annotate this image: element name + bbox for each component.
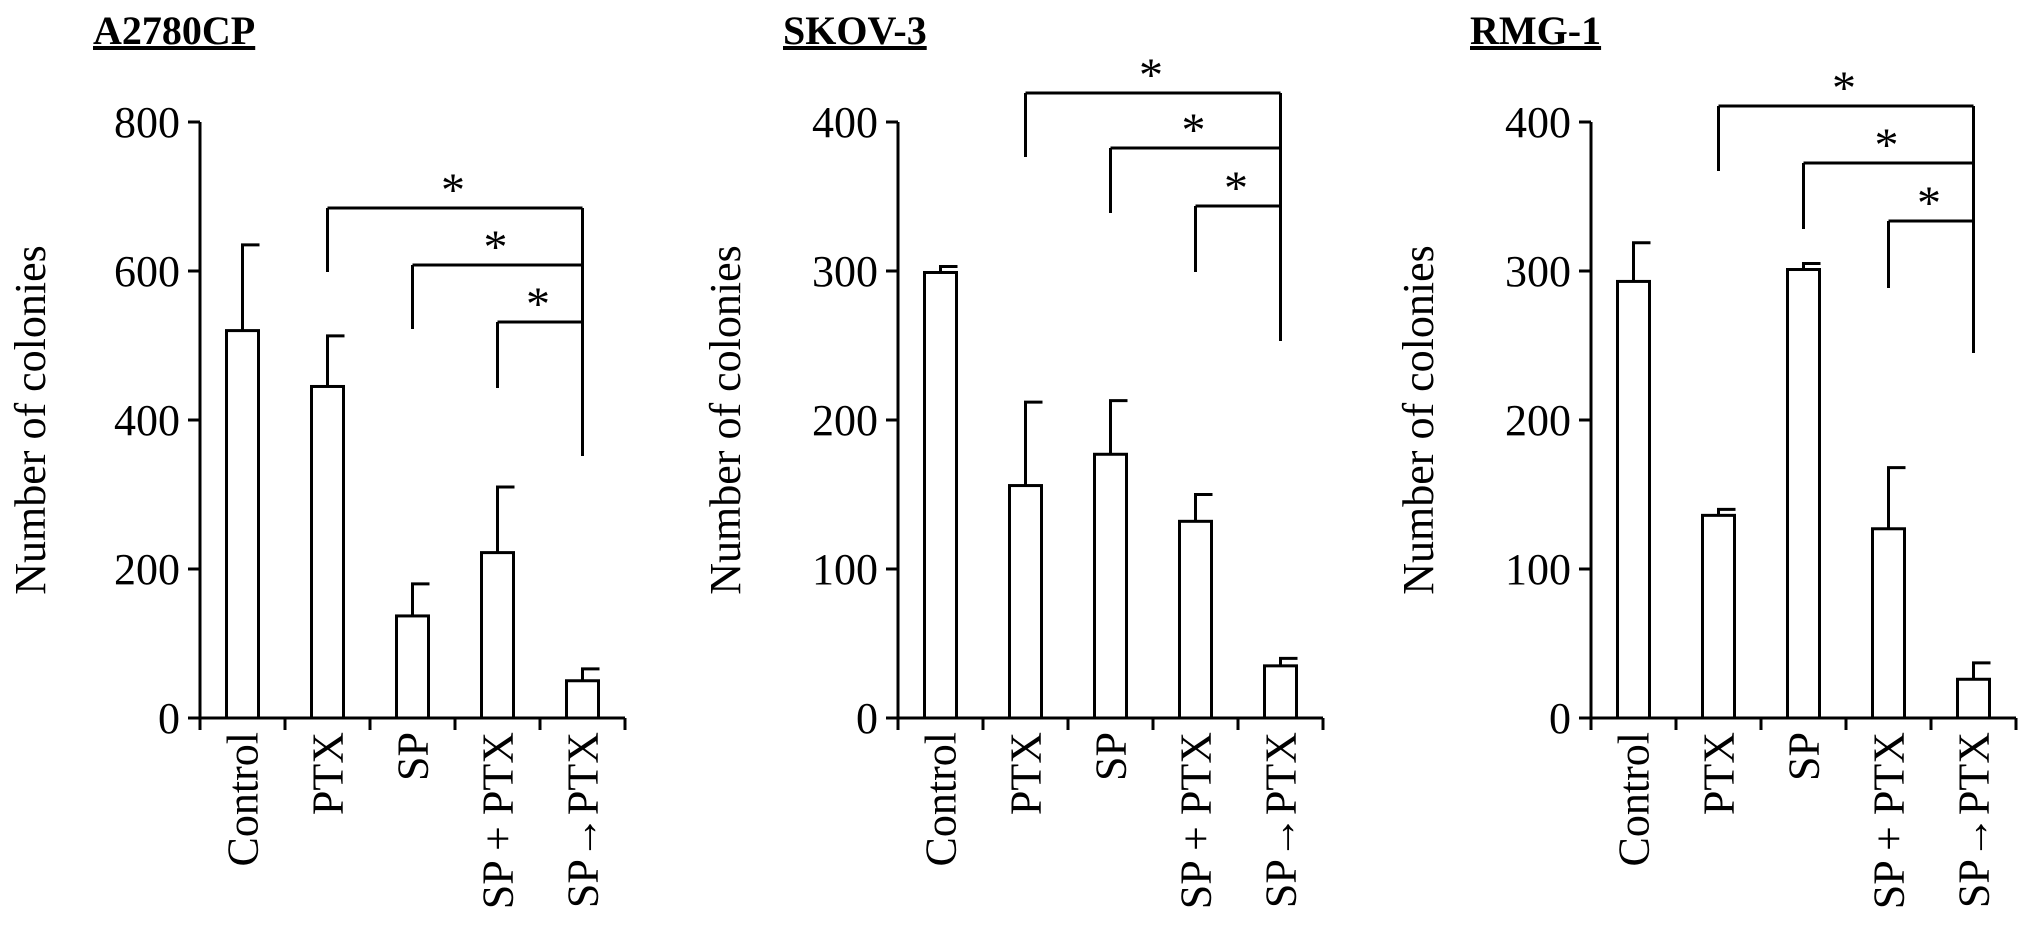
significance-star: * (1139, 49, 1163, 102)
x-tick-label: SP (389, 732, 438, 781)
significance-star: * (484, 221, 508, 274)
y-tick-label: 200 (114, 545, 180, 594)
y-tick-label: 0 (1549, 694, 1571, 743)
bar-2 (310, 384, 345, 720)
chart-panel-2: SKOV-3 Number of colonies 0 100 200 300 400 Con… (701, 8, 1325, 909)
significance-star: * (1917, 177, 1941, 230)
y-tick-label: 200 (812, 396, 878, 445)
y-tick-label: 0 (856, 694, 878, 743)
bar-3 (395, 614, 430, 720)
bar-1 (1616, 279, 1651, 720)
x-tick-label: SP (1087, 732, 1136, 781)
chart-title: SKOV-3 (783, 8, 927, 53)
bar-4 (1178, 519, 1213, 720)
x-tick-label: Control (917, 732, 966, 866)
y-tick-label: 100 (1505, 545, 1571, 594)
x-tick-label: SP + PTX (1865, 732, 1914, 909)
bar-3 (1786, 268, 1821, 720)
chart-title: RMG-1 (1470, 8, 1601, 53)
significance-star: * (1875, 119, 1899, 172)
y-tick-label: 0 (158, 694, 180, 743)
x-tick-label: Control (1610, 732, 1659, 866)
x-tick-label: SP (1780, 732, 1829, 781)
chart-panel-3: RMG-1 Number of colonies 0 100 200 300 400 Cont… (1394, 8, 2018, 909)
x-tick-label: PTX (304, 732, 353, 815)
y-tick-label: 600 (114, 247, 180, 296)
bar-2 (1701, 513, 1736, 720)
bar-1 (225, 329, 260, 720)
bar-4 (1871, 527, 1906, 720)
bar-1 (923, 270, 958, 720)
significance-star: * (441, 164, 465, 217)
significance-star: * (1832, 62, 1856, 115)
significance-star: * (1224, 162, 1248, 215)
x-tick-label: SP→PTX (1257, 732, 1306, 908)
x-tick-label: SP→PTX (1950, 732, 1999, 908)
bar-2 (1008, 484, 1043, 720)
y-tick-label: 400 (114, 396, 180, 445)
bar-5 (1263, 664, 1298, 720)
y-axis-label: Number of colonies (1394, 245, 1443, 594)
y-axis-label: Number of colonies (6, 245, 55, 594)
bar-5 (565, 679, 600, 720)
y-tick-label: 300 (812, 247, 878, 296)
x-tick-label: Control (219, 732, 268, 866)
significance-star: * (526, 278, 550, 331)
chart-panel-1: A2780CP Number of colonies 0 200 400 600 800 Co… (6, 8, 627, 909)
y-tick-label: 100 (812, 545, 878, 594)
y-tick-label: 200 (1505, 396, 1571, 445)
x-tick-label: SP + PTX (474, 732, 523, 909)
y-tick-label: 400 (812, 98, 878, 147)
x-tick-label: PTX (1695, 732, 1744, 815)
chart-title: A2780CP (93, 8, 255, 53)
x-tick-label: PTX (1002, 732, 1051, 815)
bar-5 (1956, 677, 1991, 720)
x-tick-label: SP→PTX (559, 732, 608, 908)
bar-4 (480, 551, 515, 720)
y-tick-label: 800 (114, 98, 180, 147)
y-tick-label: 400 (1505, 98, 1571, 147)
x-tick-label: SP + PTX (1172, 732, 1221, 909)
bar-3 (1093, 452, 1128, 720)
y-tick-label: 300 (1505, 247, 1571, 296)
y-axis-label: Number of colonies (701, 245, 750, 594)
significance-star: * (1182, 104, 1206, 157)
